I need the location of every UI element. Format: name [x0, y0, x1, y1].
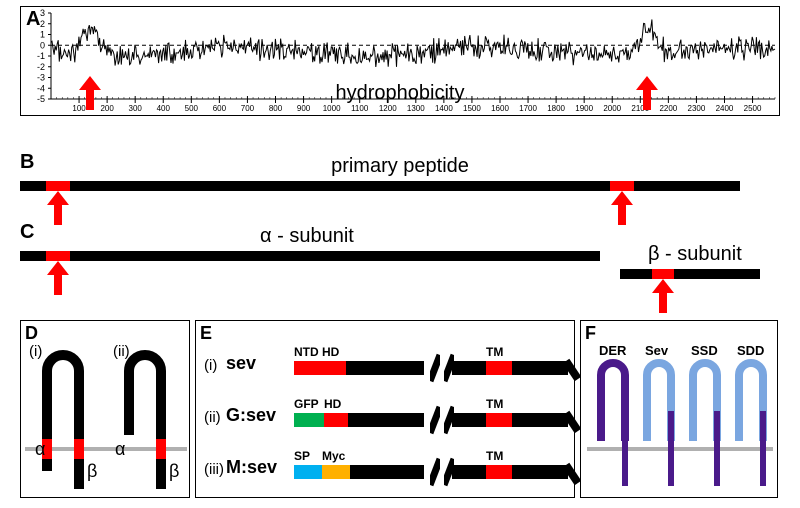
break-right	[444, 353, 454, 383]
svg-text:1200: 1200	[379, 104, 397, 113]
arrow-panel-a-2	[636, 76, 658, 110]
svg-text:-1: -1	[37, 51, 45, 61]
f-col-label: DER	[599, 343, 626, 358]
svg-text:-3: -3	[37, 73, 45, 83]
arrow-panel-b-2	[611, 191, 633, 225]
svg-text:1: 1	[40, 30, 45, 40]
patch-c-beta	[652, 269, 674, 279]
panel-d: D (i) (ii) α β α β	[20, 320, 190, 498]
svg-text:2400: 2400	[716, 104, 734, 113]
svg-text:900: 900	[297, 104, 311, 113]
arrow-panel-a-1	[79, 76, 101, 110]
panel-a: -5-4-3-2-1012310020030040050060070080090…	[20, 6, 780, 116]
patch-c-alpha	[46, 251, 70, 261]
svg-text:300: 300	[129, 104, 143, 113]
svg-text:1600: 1600	[491, 104, 509, 113]
svg-text:1700: 1700	[519, 104, 537, 113]
beta-subunit-bar	[620, 269, 760, 279]
construct-row: (i) sev NTDHD TM	[204, 339, 568, 389]
segment-sp	[294, 465, 322, 479]
alpha-label-1: α	[35, 439, 45, 460]
svg-text:3: 3	[40, 8, 45, 18]
svg-text:1500: 1500	[463, 104, 481, 113]
panel-b-label: B	[20, 151, 34, 174]
panel-f: F DERSevSSDSDD	[580, 320, 778, 498]
svg-text:700: 700	[241, 104, 255, 113]
svg-text:200: 200	[100, 104, 114, 113]
svg-text:1900: 1900	[575, 104, 593, 113]
break-left	[430, 405, 440, 435]
segment-label-tm: TM	[486, 449, 503, 463]
svg-text:-5: -5	[37, 94, 45, 104]
svg-text:-2: -2	[37, 62, 45, 72]
svg-text:1400: 1400	[435, 104, 453, 113]
panel-b-title: primary peptide	[331, 155, 469, 178]
svg-text:2000: 2000	[603, 104, 621, 113]
segment-hd	[324, 413, 348, 427]
segment-label: SP	[294, 449, 310, 463]
patch-b-1	[46, 181, 70, 191]
f-col-label: SDD	[737, 343, 764, 358]
svg-text:1100: 1100	[351, 104, 369, 113]
construct-name: M:sev	[226, 457, 277, 478]
svg-text:2: 2	[40, 19, 45, 29]
segment-label: HD	[322, 345, 339, 359]
segment-label: HD	[324, 397, 341, 411]
panel-e: E (i)sevNTDHDTM(ii)G:sevGFPHDTM(iii)M:se…	[195, 320, 575, 498]
panel-c-label: C	[20, 221, 34, 244]
f-col-label: Sev	[645, 343, 668, 358]
break-right	[444, 457, 454, 487]
segment-gfp	[294, 413, 324, 427]
segment-ntd	[294, 361, 322, 375]
svg-text:-4: -4	[37, 83, 45, 93]
svg-text:500: 500	[185, 104, 199, 113]
alpha-subunit-bar	[20, 251, 600, 261]
beta-label-2: β	[169, 461, 179, 482]
construct-name: G:sev	[226, 405, 276, 426]
panel-d-svg	[21, 321, 191, 499]
segment-tm	[486, 465, 512, 479]
construct-row: (iii)M:sev SP Myc TM	[204, 443, 568, 493]
alpha-subunit-label: α - subunit	[260, 225, 354, 248]
svg-text:2500: 2500	[744, 104, 762, 113]
beta-label-1: β	[87, 461, 97, 482]
segment-label: GFP	[294, 397, 319, 411]
break-left	[430, 353, 440, 383]
hydro-caption: hydrophobicity	[336, 82, 465, 105]
svg-text:0: 0	[40, 40, 45, 50]
svg-text:400: 400	[157, 104, 171, 113]
panel-b: B primary peptide	[20, 155, 780, 215]
construct-name: sev	[226, 353, 256, 374]
segment-label-tm: TM	[486, 345, 503, 359]
segment-myc	[322, 465, 350, 479]
segment-tm	[486, 413, 512, 427]
svg-text:1000: 1000	[323, 104, 341, 113]
break-left	[430, 457, 440, 487]
construct-row: (ii) G:sev GFP HD TM	[204, 391, 568, 441]
svg-text:1800: 1800	[547, 104, 565, 113]
segment-hd	[322, 361, 346, 375]
svg-text:2200: 2200	[659, 104, 677, 113]
svg-text:1300: 1300	[407, 104, 425, 113]
svg-text:800: 800	[269, 104, 283, 113]
segment-label: Myc	[322, 449, 345, 463]
svg-text:2300: 2300	[688, 104, 706, 113]
beta-subunit-label: β - subunit	[648, 243, 742, 266]
svg-text:600: 600	[213, 104, 227, 113]
segment-label: NTD	[294, 345, 319, 359]
break-right	[444, 405, 454, 435]
row-roman: (ii)	[204, 409, 221, 426]
segment-label-tm: TM	[486, 397, 503, 411]
patch-b-2	[610, 181, 634, 191]
row-roman: (i)	[204, 357, 217, 374]
row-roman: (iii)	[204, 461, 224, 478]
arrow-panel-c-1	[47, 261, 69, 295]
alpha-label-2: α	[115, 439, 125, 460]
f-col-label: SSD	[691, 343, 718, 358]
segment-tm	[486, 361, 512, 375]
bottom-panels: D (i) (ii) α β α β E (i)sevNTDHDTM(ii)G:…	[20, 320, 780, 500]
arrow-panel-c-2	[652, 279, 674, 313]
arrow-panel-b-1	[47, 191, 69, 225]
